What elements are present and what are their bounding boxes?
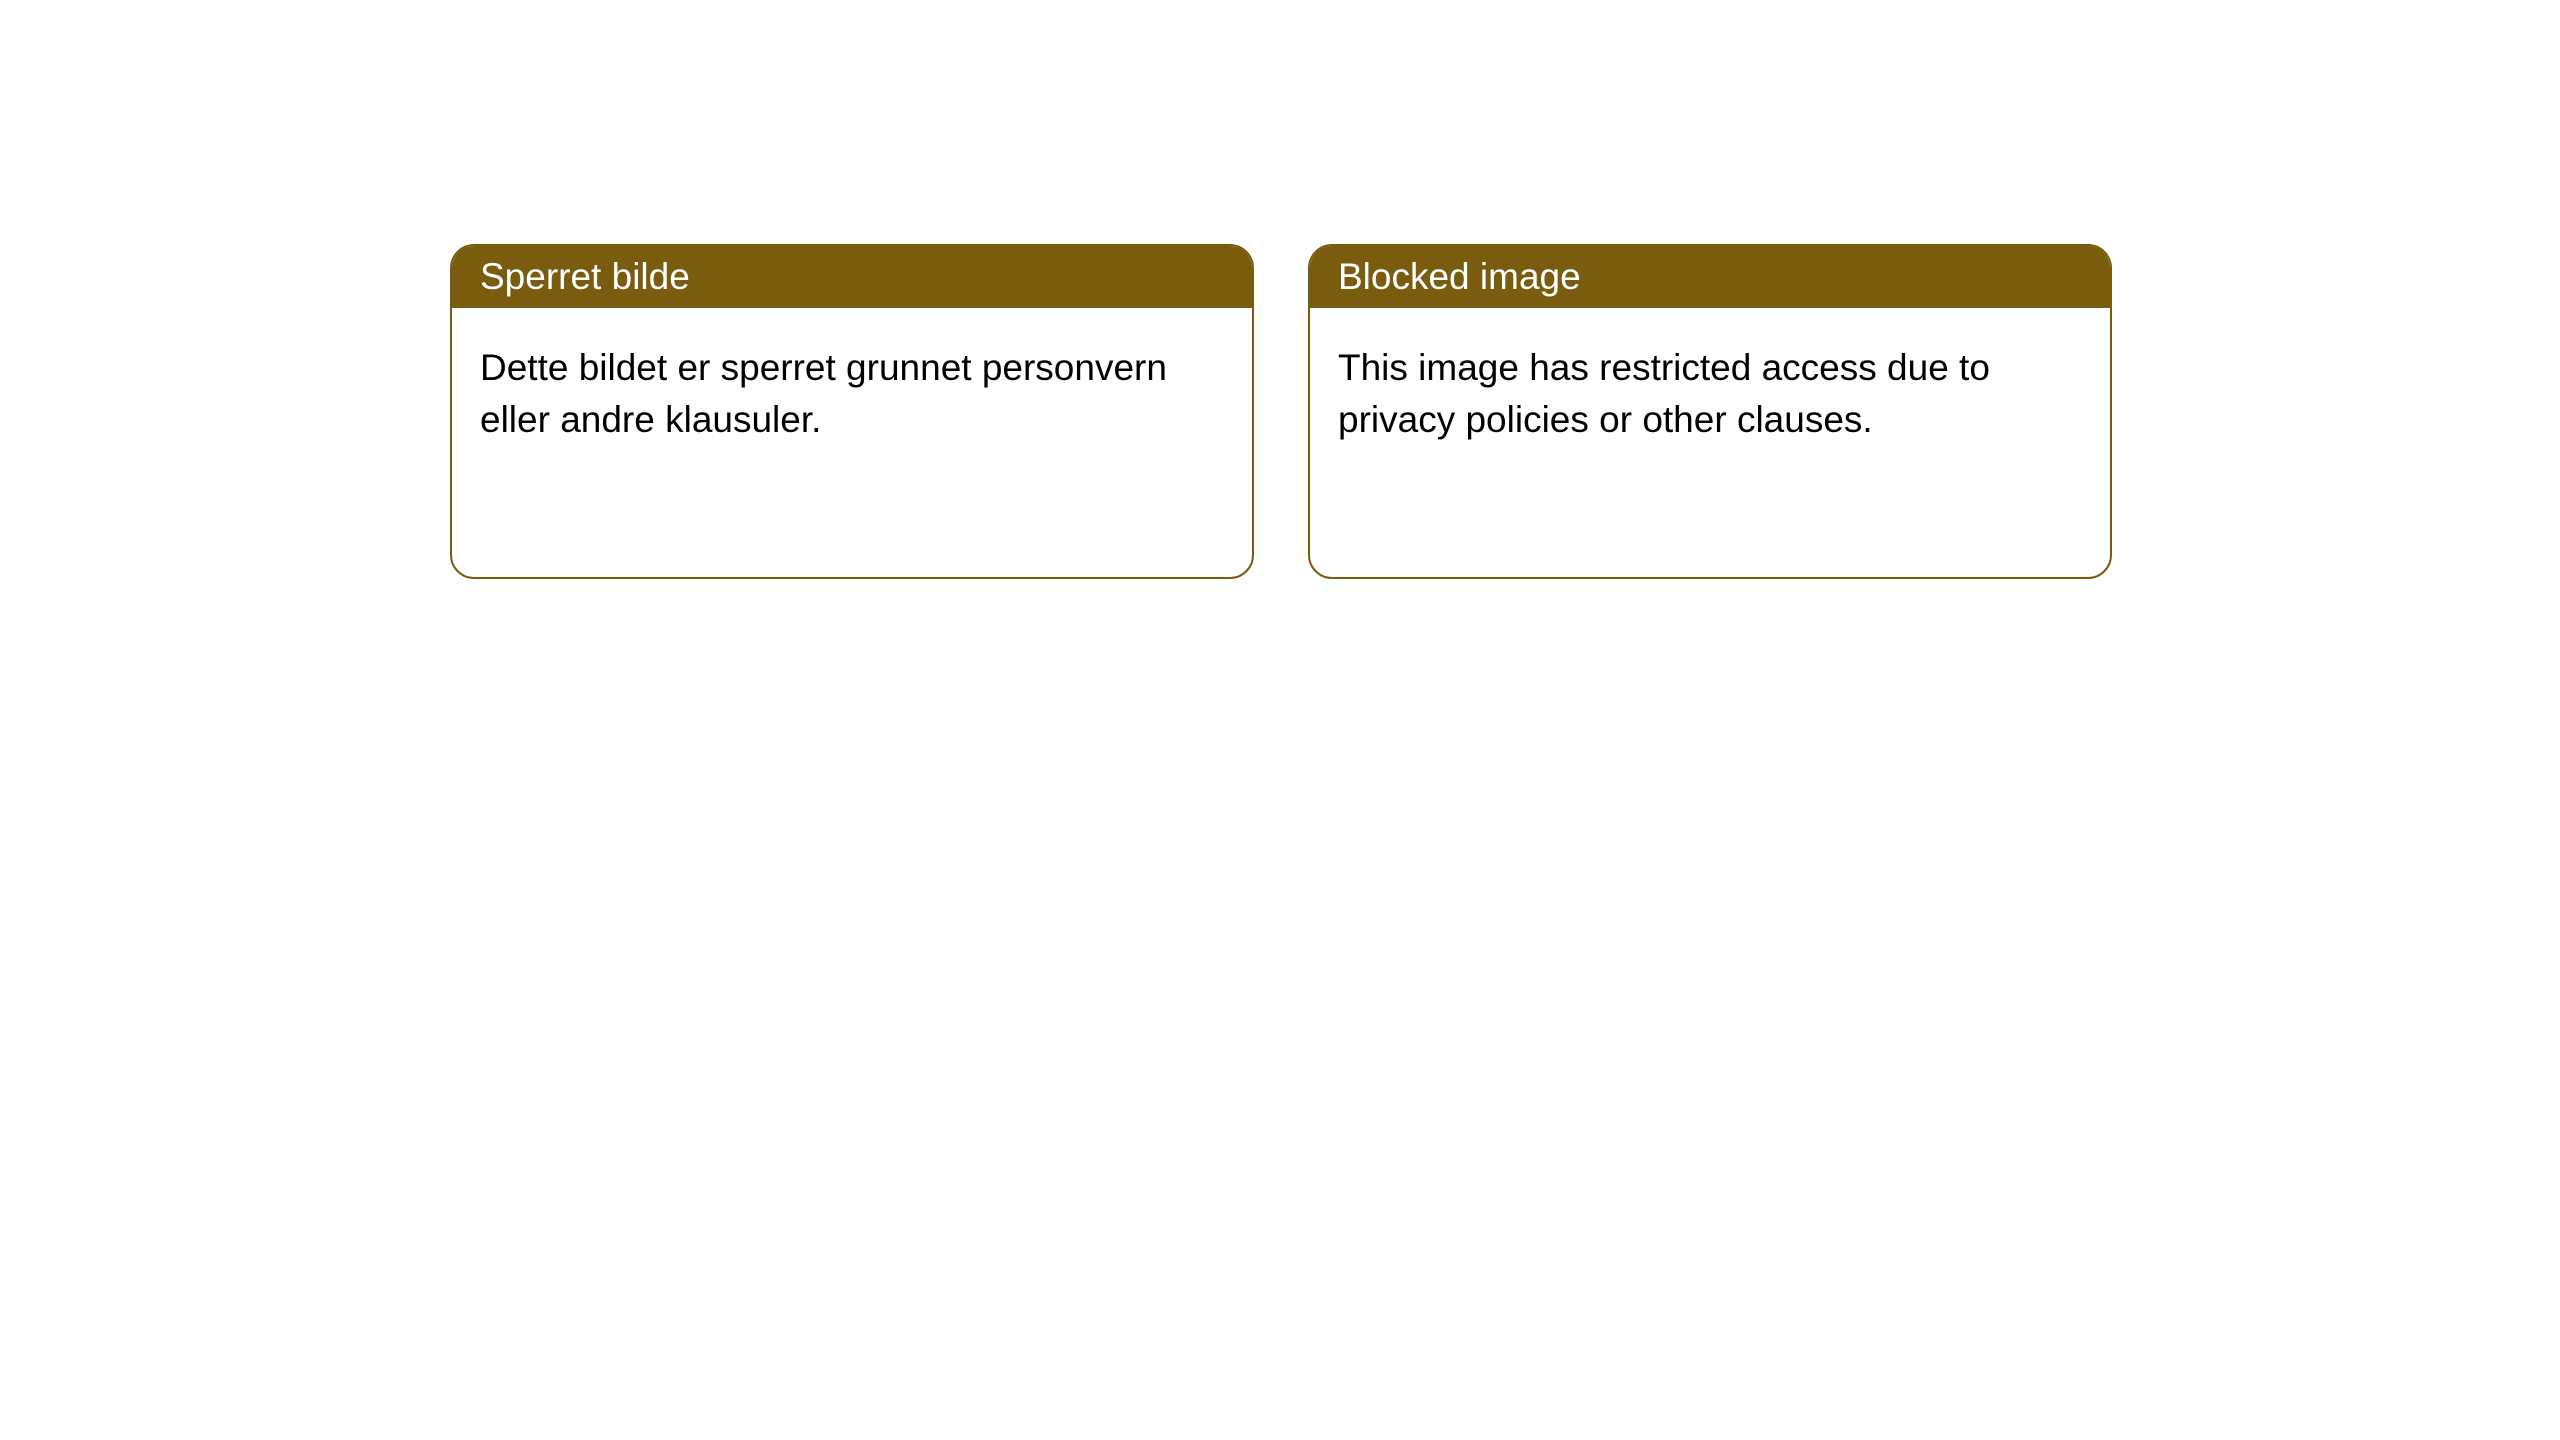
card-body: This image has restricted access due to …	[1310, 308, 2110, 480]
notice-card-norwegian: Sperret bilde Dette bildet er sperret gr…	[450, 244, 1254, 579]
card-body: Dette bildet er sperret grunnet personve…	[452, 308, 1252, 480]
card-title: Sperret bilde	[480, 256, 690, 298]
card-body-text: Dette bildet er sperret grunnet personve…	[480, 347, 1167, 440]
notice-container: Sperret bilde Dette bildet er sperret gr…	[0, 0, 2560, 579]
card-header: Blocked image	[1310, 246, 2110, 308]
notice-card-english: Blocked image This image has restricted …	[1308, 244, 2112, 579]
card-title: Blocked image	[1338, 256, 1581, 298]
card-header: Sperret bilde	[452, 246, 1252, 308]
card-body-text: This image has restricted access due to …	[1338, 347, 1990, 440]
